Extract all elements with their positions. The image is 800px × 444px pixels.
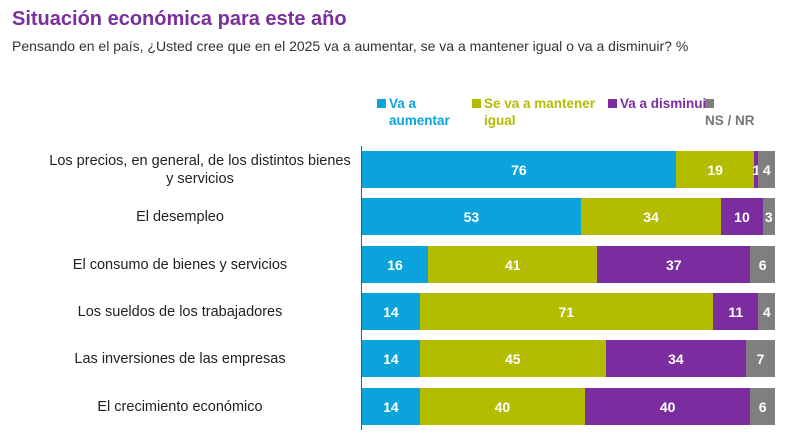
legend-item: NS / NR	[705, 95, 800, 129]
bar-segment: 41	[428, 246, 598, 283]
chart-subtitle: Pensando en el país, ¿Usted cree que en …	[12, 38, 689, 54]
bar-segment: 71	[419, 293, 714, 330]
bar-segment: 53	[362, 198, 581, 235]
bar-segment: 19	[675, 151, 755, 188]
category-label: Los sueldos de los trabajadores	[77, 303, 283, 320]
bar-segment: 10	[721, 198, 763, 235]
category-label: El desempleo	[136, 208, 224, 225]
bar-segment: 14	[362, 293, 420, 330]
bar-segment: 3	[762, 198, 775, 235]
legend-item: Va a disminuir	[608, 95, 715, 112]
category-label: Las inversiones de las empresas	[74, 350, 286, 367]
bar-segment: 7	[746, 340, 775, 377]
bar-segment: 14	[362, 340, 420, 377]
legend-swatch	[377, 99, 386, 108]
y-axis-line	[361, 146, 362, 430]
bar-segment: 16	[362, 246, 429, 283]
legend-label: NS / NR	[705, 113, 755, 128]
bar-segment: 6	[750, 246, 775, 283]
bar-segment: 14	[362, 388, 420, 425]
bar-segment: 37	[597, 246, 751, 283]
bar-segment: 45	[419, 340, 606, 377]
bar-segment: 4	[758, 293, 775, 330]
legend-swatch	[472, 99, 481, 108]
category-label: Los precios, en general, de los distinto…	[49, 152, 351, 187]
chart-title: Situación económica para este año	[12, 8, 347, 30]
legend-item: Se va a mantener igual	[472, 95, 614, 129]
legend-swatch	[705, 99, 714, 108]
legend-swatch	[608, 99, 617, 108]
bar-segment: 34	[605, 340, 747, 377]
legend-item: Va a aumentar	[377, 95, 479, 129]
category-label: El consumo de bienes y servicios	[72, 256, 288, 273]
bar-segment: 4	[758, 151, 775, 188]
bar-segment: 11	[713, 293, 759, 330]
legend-label: Va a aumentar	[389, 96, 450, 128]
legend-label: Se va a mantener igual	[484, 96, 596, 128]
bar-segment: 76	[362, 151, 676, 188]
category-label: El crecimiento económico	[97, 398, 263, 415]
legend-label: Va a disminuir	[620, 96, 712, 111]
bar-segment: 6	[750, 388, 775, 425]
bar-segment: 40	[585, 388, 751, 425]
bar-segment: 34	[580, 198, 722, 235]
bar-segment: 1	[753, 151, 760, 188]
bar-segment: 40	[419, 388, 585, 425]
